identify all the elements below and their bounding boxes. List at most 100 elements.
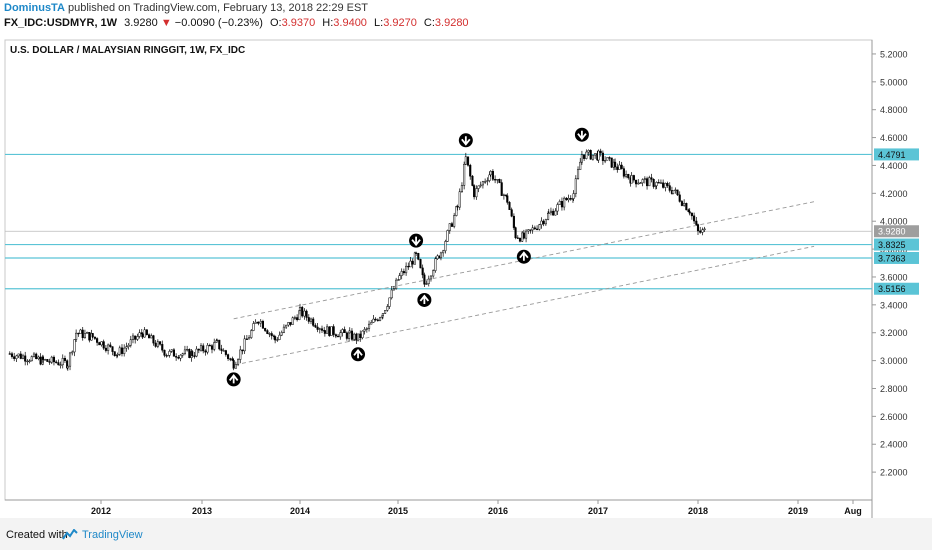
close-value: 3.9280	[434, 17, 469, 29]
candle-body	[113, 351, 116, 357]
candle-body	[296, 317, 299, 321]
candle-body	[245, 338, 248, 340]
candle-body	[138, 332, 141, 337]
candle-body	[560, 201, 564, 208]
candle-body	[413, 252, 416, 265]
candle-body	[134, 335, 137, 340]
y-tick-label: 3.0000	[880, 356, 908, 366]
candle-body	[407, 265, 410, 268]
candle-body	[166, 355, 169, 357]
candle-body	[314, 325, 317, 328]
candle-body	[618, 164, 621, 170]
candle-body	[298, 307, 302, 311]
candle-body	[86, 332, 89, 334]
candle-body	[363, 329, 366, 332]
candle-body	[464, 156, 467, 165]
candle-body	[512, 215, 515, 228]
candle-body	[216, 339, 219, 342]
candle-body	[150, 335, 153, 339]
candle-body	[123, 347, 126, 354]
level-price-label: 4.4791	[878, 150, 906, 160]
candle-body	[343, 329, 346, 334]
level-price-tag	[874, 148, 919, 161]
candle-body	[521, 232, 524, 242]
candle-body	[129, 339, 132, 346]
level-price-label: 3.5156	[878, 284, 906, 294]
y-tick-label: 4.8000	[880, 105, 908, 115]
candle-body	[118, 347, 121, 355]
candle-body	[477, 185, 480, 189]
candle-body	[237, 359, 240, 365]
level-price-label: 3.7363	[878, 253, 906, 263]
candle-body	[397, 279, 400, 281]
candle-body	[620, 164, 623, 169]
candle-body	[386, 306, 389, 311]
candle-body	[547, 213, 550, 220]
candle-body	[384, 310, 387, 314]
candle-body	[353, 333, 356, 340]
plot-area	[4, 39, 873, 501]
candle-body	[170, 349, 173, 352]
publish-info: published on TradingView.com, February 1…	[67, 2, 369, 14]
candle-body	[518, 238, 522, 242]
down-arrow-icon: ▼	[160, 17, 172, 29]
candle-body	[491, 170, 494, 180]
y-tick-label: 2.4000	[880, 440, 908, 450]
up-arrow-glyph	[419, 294, 430, 304]
candle-body	[232, 360, 235, 369]
candle-body	[257, 322, 260, 324]
candle-body	[350, 330, 353, 340]
candle-body	[229, 358, 232, 360]
candle-body	[448, 223, 451, 231]
x-tick-label: 2017	[588, 506, 608, 516]
candle-body	[494, 179, 497, 181]
created-with-label: Created with	[6, 529, 68, 541]
candle-body	[107, 344, 110, 351]
candle-body	[565, 197, 568, 201]
candle-body	[547, 212, 550, 214]
candle-body	[24, 355, 27, 362]
candle-body	[37, 356, 40, 359]
candle-body	[372, 318, 375, 323]
x-tick-label: 2014	[290, 506, 310, 516]
level-price-tag	[874, 251, 919, 264]
candle-body	[522, 232, 525, 239]
candle-body	[239, 349, 242, 360]
candle-body	[421, 267, 424, 276]
candle-body	[145, 329, 148, 335]
candle-body	[608, 157, 611, 159]
candle-body	[159, 341, 162, 345]
candle-body	[81, 329, 84, 339]
candle-body	[15, 355, 18, 359]
candle-body	[309, 318, 313, 322]
candle-body	[66, 365, 69, 369]
price-chart[interactable]: 5.2000 5.0000 4.8000 4.6000 4.4000 4.2000 4.00…	[0, 38, 932, 518]
candle-body	[365, 328, 368, 330]
candle-body	[630, 175, 633, 184]
candle-body	[323, 330, 326, 334]
candle-body	[305, 310, 308, 318]
candle-body	[355, 333, 358, 341]
y-tick-label: 5.2000	[880, 49, 908, 59]
candle-body	[330, 326, 333, 336]
candle-body	[434, 258, 437, 271]
candle-body	[641, 179, 644, 184]
candle-body	[177, 357, 180, 359]
level-price-label: 3.8325	[878, 240, 906, 250]
tradingview-brand-link[interactable]: TradingView	[82, 529, 143, 541]
candle-body	[111, 346, 114, 352]
candle-body	[486, 180, 489, 182]
candle-body	[341, 329, 344, 334]
candle-body	[161, 344, 164, 351]
candle-body	[657, 182, 660, 184]
author-link[interactable]: DominusTA	[4, 2, 65, 14]
candle-body	[254, 321, 257, 324]
trend-line	[241, 245, 815, 364]
candle-body	[303, 310, 306, 317]
high-value: 3.9400	[333, 17, 367, 29]
candle-body	[423, 274, 426, 285]
candle-body	[163, 349, 166, 356]
candle-body	[361, 330, 364, 339]
candle-body	[63, 358, 67, 361]
candle-body	[193, 355, 196, 357]
